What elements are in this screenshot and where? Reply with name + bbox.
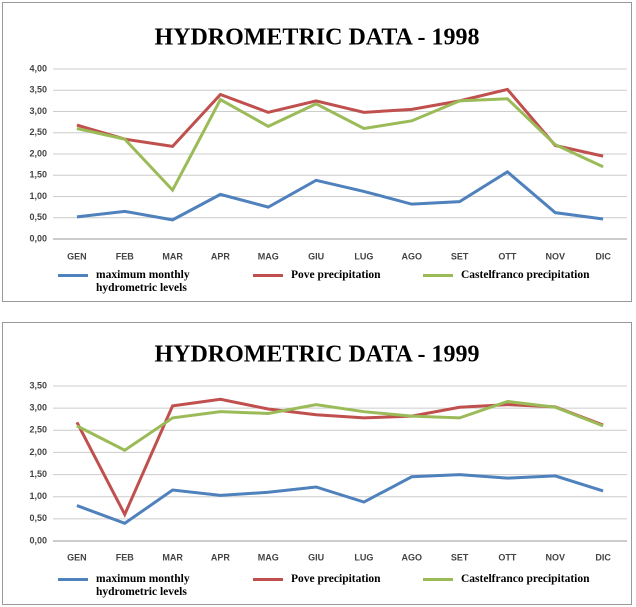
x-tick-label: FEB: [116, 552, 135, 562]
x-tick-label: SET: [451, 251, 469, 261]
y-tick-label: 1,00: [29, 491, 47, 501]
x-tick-label: GEN: [67, 251, 87, 261]
chart-box: HYDROMETRIC DATA - 1998 0,00 0,50 1,00 1,50 2…: [2, 2, 632, 302]
legend-item: maximum monthly hydrometric levels: [58, 573, 191, 599]
legend-label: maximum monthly hydrometric levels: [96, 269, 190, 294]
legend-item: Pove precipitation: [253, 269, 431, 282]
legend-item: Castelfranco precipitation: [423, 573, 636, 586]
y-tick-label: 0,00: [29, 233, 47, 243]
legend-swatch: [58, 578, 88, 581]
line: [76, 169, 604, 222]
chart-title: HYDROMETRIC DATA - 1998: [154, 25, 479, 51]
y-tick-label: 3,00: [29, 403, 47, 413]
y-tick-label: 2,00: [29, 447, 47, 457]
y-tick-label: 3,00: [29, 106, 47, 116]
line: [76, 97, 604, 193]
x-tick-label: LUG: [354, 251, 373, 261]
y-tick-label: 3,50: [29, 85, 47, 95]
x-tick-label: MAG: [258, 552, 279, 562]
x-tick-label: SET: [451, 552, 469, 562]
x-tick-label: APR: [211, 251, 231, 261]
legend-swatch: [58, 274, 88, 277]
y-tick-label: 2,50: [29, 425, 47, 435]
y-tick-label: 1,00: [29, 191, 47, 201]
x-tick-label: AGO: [401, 251, 422, 261]
x-tick-label: AGO: [401, 552, 422, 562]
legend-label: maximum monthly hydrometric levels: [96, 573, 190, 598]
chart-title: HYDROMETRIC DATA - 1999: [154, 342, 479, 368]
chart: HYDROMETRIC DATA - 1999 0,00 0,50 1,00 1,50 2…: [29, 342, 627, 562]
y-tick-label: 4,00: [29, 63, 47, 73]
legend-label: Castelfranco precipitation: [461, 573, 590, 585]
y-tick-label: 2,00: [29, 148, 47, 158]
x-tick-label: MAG: [258, 251, 279, 261]
x-tick-label: LUG: [354, 552, 373, 562]
x-tick-label: FEB: [116, 251, 135, 261]
legend-item: maximum monthly hydrometric levels: [58, 269, 191, 295]
x-tick-label: DIC: [595, 552, 611, 562]
x-tick-label: GIU: [308, 251, 324, 261]
chart-box: HYDROMETRIC DATA - 1999 0,00 0,50 1,00 1,50 2…: [2, 322, 632, 605]
x-tick-label: NOV: [545, 552, 565, 562]
legend-item: Castelfranco precipitation: [423, 269, 636, 282]
y-tick-label: 3,50: [29, 380, 47, 390]
y-tick-label: 1,50: [29, 170, 47, 180]
legend-label: Pove precipitation: [291, 269, 381, 281]
legend-item: Pove precipitation: [253, 573, 431, 586]
y-tick-label: 0,50: [29, 212, 47, 222]
x-tick-label: NOV: [545, 251, 565, 261]
legend-label: Pove precipitation: [291, 573, 381, 585]
x-tick-label: MAR: [162, 552, 183, 562]
x-tick-label: OTT: [498, 251, 516, 261]
y-tick-label: 1,50: [29, 469, 47, 479]
x-tick-label: APR: [211, 552, 231, 562]
legend-swatch: [423, 578, 453, 581]
y-tick-label: 0,00: [29, 535, 47, 545]
chart: HYDROMETRIC DATA - 1998 0,00 0,50 1,00 1,50 2…: [29, 25, 627, 261]
x-tick-label: OTT: [498, 552, 516, 562]
x-tick-label: GEN: [67, 552, 87, 562]
line: [76, 87, 604, 158]
x-tick-label: DIC: [595, 251, 611, 261]
y-tick-label: 0,50: [29, 513, 47, 523]
line: [76, 399, 604, 452]
legend-swatch: [423, 274, 453, 277]
legend-label: Castelfranco precipitation: [461, 269, 590, 281]
legend-swatch: [253, 274, 283, 277]
x-tick-label: GIU: [308, 552, 324, 562]
legend-swatch: [253, 578, 283, 581]
y-tick-label: 2,50: [29, 127, 47, 137]
line: [76, 473, 604, 525]
x-tick-label: MAR: [162, 251, 183, 261]
